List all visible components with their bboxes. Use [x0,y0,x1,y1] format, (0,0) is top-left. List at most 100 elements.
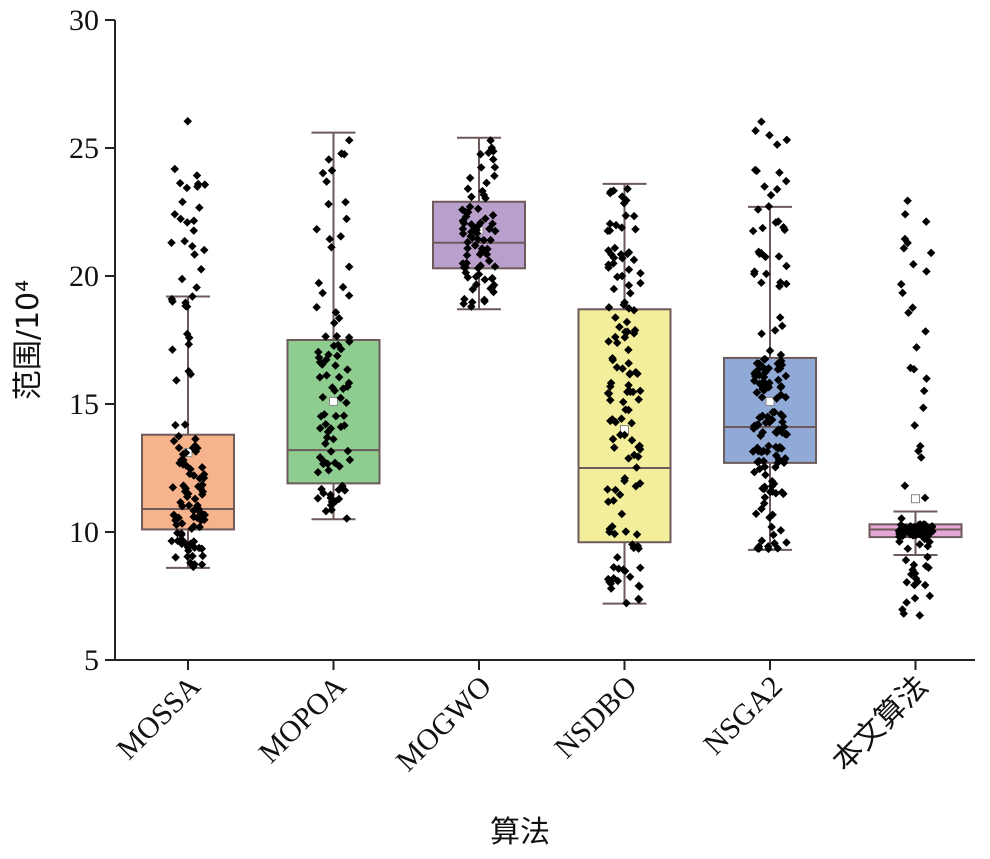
data-point [336,232,346,241]
data-point [902,598,911,607]
data-point [913,577,922,586]
data-point [622,317,632,327]
data-point [459,218,469,228]
data-point [169,436,179,446]
data-point [902,577,912,587]
data-point [176,214,185,224]
data-point [752,388,762,397]
data-point [168,345,177,354]
data-point [920,493,930,503]
y-tick-label: 10 [69,516,99,549]
data-point [762,269,771,279]
data-point [775,442,785,452]
data-point [198,551,207,561]
data-point [313,468,323,477]
data-point [782,279,791,289]
x-category-label: NSGA2 [697,670,789,762]
data-point [621,211,631,220]
data-point [478,186,487,196]
data-point [761,470,770,480]
data-point [627,436,637,445]
data-point [774,252,784,261]
data-point [318,168,328,178]
data-point [184,367,193,376]
data-point [912,343,921,352]
data-point [613,553,622,562]
data-point [767,522,776,532]
data-point [613,576,623,586]
data-point [458,229,468,238]
data-point [624,304,634,313]
data-point [178,501,187,511]
data-point [927,523,937,532]
data-point [177,274,187,284]
data-point [314,278,324,288]
data-point [778,417,787,427]
data-point [755,464,764,474]
data-point [458,224,468,234]
data-point [332,331,342,341]
data-point [612,363,622,372]
data-point [768,510,777,520]
data-point [617,271,627,281]
data-point [489,146,498,156]
point-layer [167,117,937,620]
data-point [760,182,769,191]
x-axis-title: 算法 [490,815,550,850]
x-category-label: MOGWO [390,670,498,778]
data-point [620,430,629,440]
data-point [921,217,931,226]
y-tick-label: 25 [69,132,99,165]
data-point [476,218,485,228]
data-point [333,340,343,350]
data-point [621,327,630,337]
mean-marker [329,396,338,406]
data-point [618,254,627,263]
data-point [898,529,907,539]
data-point [761,418,771,427]
data-point [199,470,209,479]
data-point [483,244,492,254]
data-point [476,163,486,172]
data-point [782,261,791,271]
data-point [463,238,472,247]
data-point [757,536,767,545]
data-point [923,552,932,562]
data-point [758,223,767,233]
data-point [776,410,786,419]
data-point [490,262,500,271]
data-point [344,136,354,145]
data-point [635,441,644,451]
data-point [182,183,192,193]
data-point [774,375,783,385]
data-point [632,530,642,539]
data-point [780,454,790,463]
data-point [470,241,480,250]
data-point [603,388,613,398]
mean-marker [765,396,775,406]
data-point [926,248,936,258]
data-point [919,403,928,412]
data-point [182,302,192,311]
data-point [751,126,760,135]
data-point [782,135,792,145]
data-point [318,393,328,402]
data-point [170,209,180,219]
data-point [753,457,762,467]
data-point [315,423,325,433]
data-point [184,339,194,349]
data-point [611,485,620,495]
data-point [340,486,350,495]
y-tick-label: 30 [69,4,99,37]
data-point [321,419,330,429]
data-point [624,265,634,274]
data-point [910,421,919,430]
data-point [603,485,612,494]
data-point [481,214,490,223]
data-point [923,529,933,539]
data-point [342,214,351,224]
data-point [760,493,770,502]
data-point [486,235,495,245]
data-point [769,530,778,540]
data-point [604,260,613,269]
